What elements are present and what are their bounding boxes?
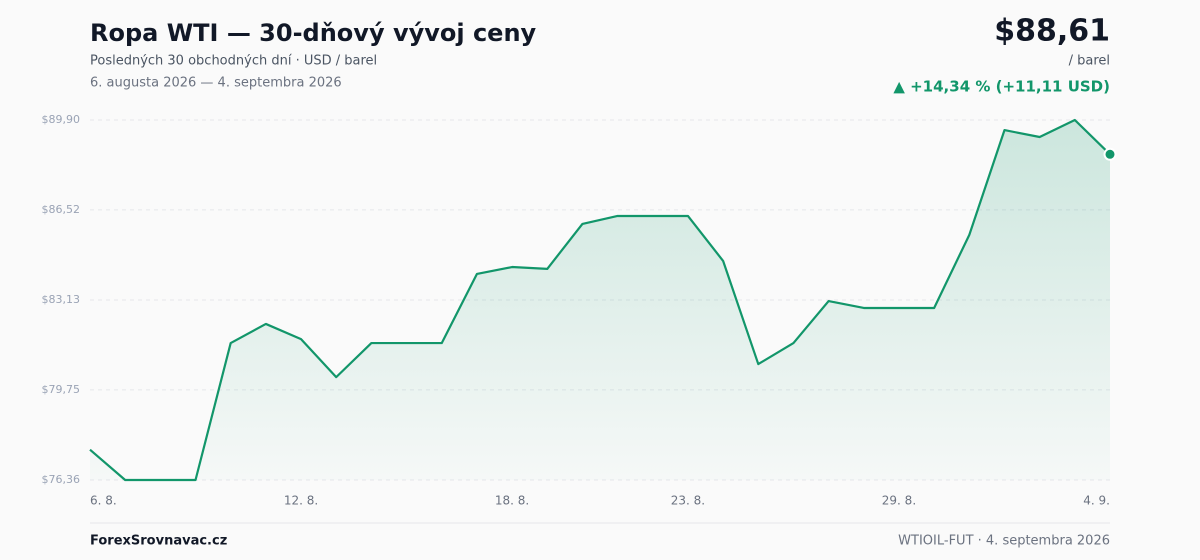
- y-tick-label: $89,90: [42, 113, 81, 126]
- y-tick-label: $83,13: [42, 293, 81, 306]
- price-unit: / barel: [1069, 54, 1110, 69]
- footer-symbol: WTIOIL-FUT · 4. septembra 2026: [898, 534, 1110, 549]
- chart-title: Ropa WTI — 30-dňový vývoj ceny: [90, 19, 537, 47]
- y-tick-label: $86,52: [42, 203, 81, 216]
- last-point: [1103, 147, 1117, 161]
- line: [89, 118, 1111, 482]
- x-tick-label: 12. 8.: [284, 494, 318, 508]
- date-range: 6. augusta 2026 — 4. septembra 2026: [90, 76, 342, 91]
- area-fill: [90, 120, 1110, 480]
- x-tick-label: 18. 8.: [495, 494, 529, 508]
- subtitle: Posledných 30 obchodných dní · USD / bar…: [90, 54, 377, 69]
- footer-source: ForexSrovnavac.cz: [90, 534, 227, 549]
- y-tick-label: $79,75: [42, 383, 81, 396]
- x-tick-label: 23. 8.: [671, 494, 705, 508]
- x-tick-label: 29. 8.: [882, 494, 916, 508]
- y-tick-label: $76,36: [42, 473, 81, 486]
- x-tick-label: 4. 9.: [1083, 494, 1110, 508]
- x-tick-label: 6. 8.: [90, 494, 117, 508]
- price-change: ▲ +14,34 % (+11,11 USD): [893, 78, 1110, 96]
- price: $88,61: [994, 14, 1110, 49]
